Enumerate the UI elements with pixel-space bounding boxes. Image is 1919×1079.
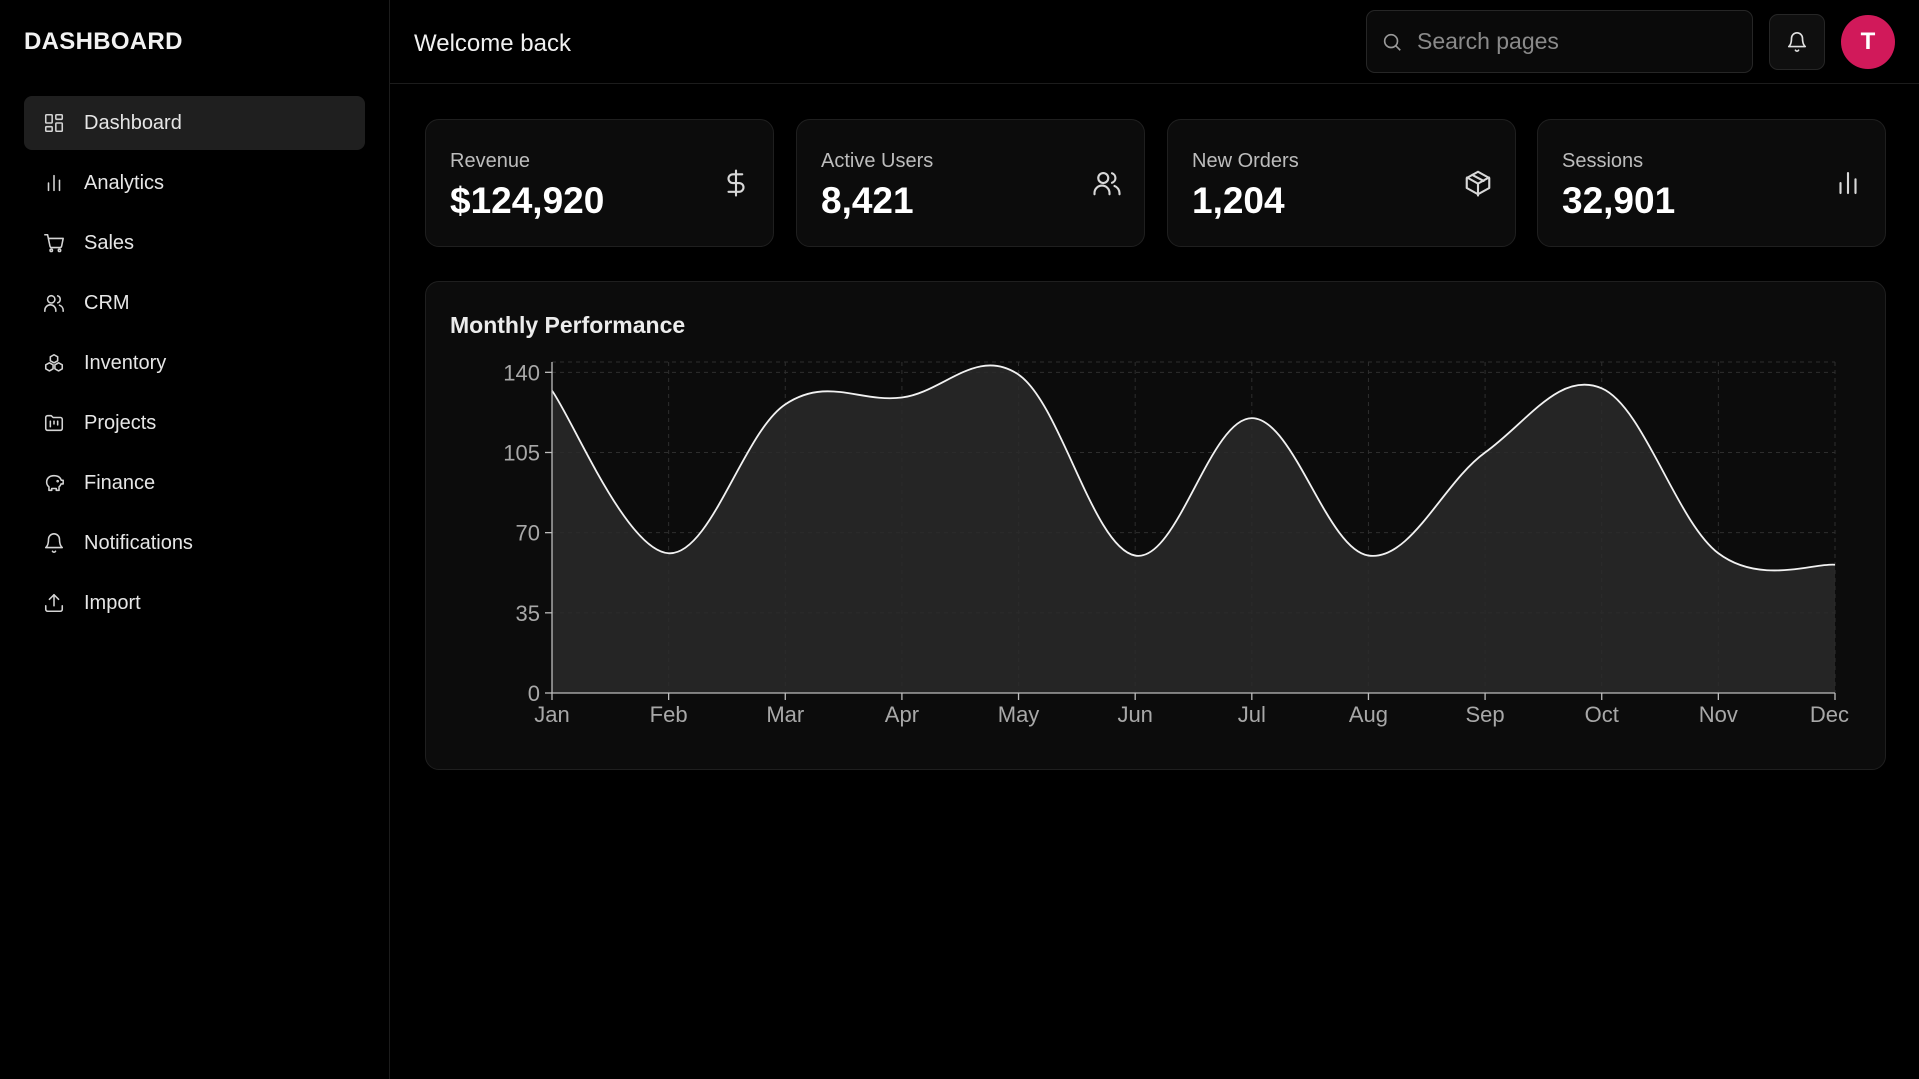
stat-value: 8,421 [821, 180, 914, 222]
search-input[interactable] [1417, 28, 1737, 55]
sidebar-item-label: Dashboard [84, 112, 182, 135]
stat-card-sessions: Sessions 32,901 [1537, 119, 1886, 247]
stat-value: 32,901 [1562, 180, 1675, 222]
sidebar-nav: Dashboard Analytics Sales CRM [24, 96, 365, 636]
upload-icon [42, 591, 66, 615]
x-tick-label: Jun [1117, 702, 1152, 727]
stat-label: New Orders [1192, 150, 1299, 173]
users-icon [42, 291, 66, 315]
sidebar-item-sales[interactable]: Sales [24, 216, 365, 270]
bell-icon [42, 531, 66, 555]
sidebar-item-import[interactable]: Import [24, 576, 365, 630]
shopping-cart-icon [42, 231, 66, 255]
search-box[interactable] [1366, 10, 1753, 73]
x-tick-label: Nov [1699, 702, 1738, 727]
sidebar-item-crm[interactable]: CRM [24, 276, 365, 330]
sidebar-item-label: CRM [84, 292, 130, 315]
boxes-icon [42, 351, 66, 375]
stat-value: 1,204 [1192, 180, 1285, 222]
x-tick-label: Feb [650, 702, 688, 727]
chart-card-monthly-performance: Monthly Performance 0 35 70 105 140 Jan Feb Mar… [425, 281, 1886, 770]
stat-value: $124,920 [450, 180, 604, 222]
sidebar-item-label: Projects [84, 412, 156, 435]
bar-chart-icon [1833, 168, 1863, 198]
piggy-bank-icon [42, 471, 66, 495]
sidebar-item-dashboard[interactable]: Dashboard [24, 96, 365, 150]
sidebar-item-label: Sales [84, 232, 134, 255]
y-tick-label: 70 [516, 521, 540, 546]
avatar[interactable]: T [1841, 15, 1895, 69]
search-icon [1381, 31, 1403, 53]
brand-logo[interactable]: DASHBOARD [24, 28, 183, 56]
stat-card-new-orders: New Orders 1,204 [1167, 119, 1516, 247]
x-tick-label: Sep [1466, 702, 1505, 727]
notifications-button[interactable] [1769, 14, 1825, 70]
stat-card-active-users: Active Users 8,421 [796, 119, 1145, 247]
bar-chart-icon [42, 171, 66, 195]
sidebar: DASHBOARD Dashboard Analytics Sales [0, 0, 390, 1079]
series-area-performance [552, 365, 1835, 693]
y-tick-label: 35 [516, 601, 540, 626]
x-tick-label: May [998, 702, 1040, 727]
x-tick-label: Aug [1349, 702, 1388, 727]
y-tick-label: 105 [503, 440, 540, 465]
sidebar-item-projects[interactable]: Projects [24, 396, 365, 450]
sidebar-item-label: Notifications [84, 532, 193, 555]
x-tick-label: Apr [885, 702, 919, 727]
sidebar-item-label: Finance [84, 472, 155, 495]
y-tick-label: 140 [503, 360, 540, 385]
package-icon [1463, 168, 1493, 198]
x-tick-label: Dec [1810, 702, 1849, 727]
sidebar-item-inventory[interactable]: Inventory [24, 336, 365, 390]
sidebar-item-notifications[interactable]: Notifications [24, 516, 365, 570]
stat-label: Sessions [1562, 150, 1643, 173]
x-tick-label: Jul [1238, 702, 1266, 727]
stat-card-revenue: Revenue $124,920 [425, 119, 774, 247]
stat-label: Active Users [821, 150, 933, 173]
x-tick-label: Oct [1585, 702, 1619, 727]
dashboard-grid-icon [42, 111, 66, 135]
top-header: Welcome back T [390, 0, 1919, 84]
sidebar-item-label: Inventory [84, 352, 166, 375]
x-tick-label: Mar [766, 702, 804, 727]
dollar-sign-icon [721, 168, 751, 198]
sidebar-item-analytics[interactable]: Analytics [24, 156, 365, 210]
page-title: Welcome back [414, 30, 571, 58]
folder-kanban-icon [42, 411, 66, 435]
sidebar-item-label: Import [84, 592, 141, 615]
sidebar-item-finance[interactable]: Finance [24, 456, 365, 510]
x-tick-label: Jan [534, 702, 569, 727]
users-icon [1092, 168, 1122, 198]
bell-icon [1786, 31, 1808, 53]
stat-label: Revenue [450, 150, 530, 173]
sidebar-item-label: Analytics [84, 172, 164, 195]
